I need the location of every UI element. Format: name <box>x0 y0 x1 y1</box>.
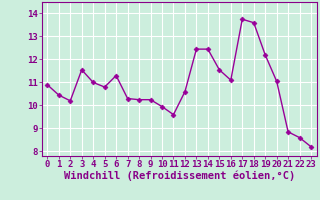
X-axis label: Windchill (Refroidissement éolien,°C): Windchill (Refroidissement éolien,°C) <box>64 171 295 181</box>
